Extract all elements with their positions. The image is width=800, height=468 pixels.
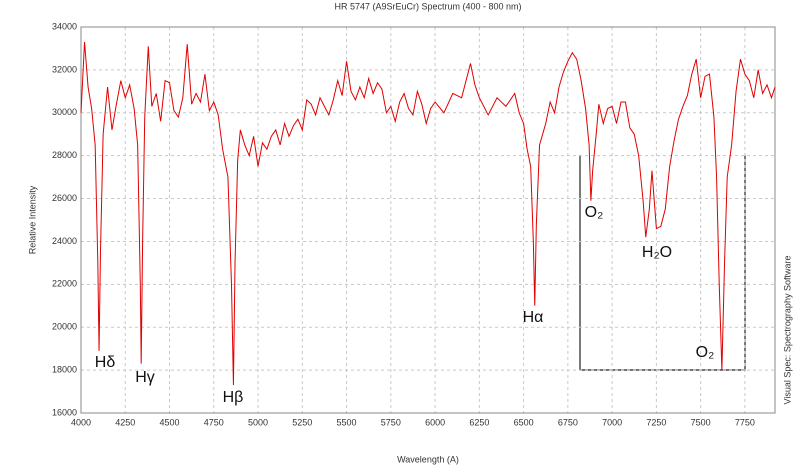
y-tick-label: 20000 [52, 322, 77, 332]
line-annotation: Hβ [223, 389, 244, 406]
y-tick-label: 24000 [52, 236, 77, 246]
x-tick-label: 6500 [514, 417, 534, 427]
x-tick-label: 6250 [469, 417, 489, 427]
x-tick-label: 5500 [337, 417, 357, 427]
y-tick-label: 32000 [52, 64, 77, 74]
x-tick-label: 5250 [292, 417, 312, 427]
bracket-box [579, 155, 746, 371]
x-tick-label: 7500 [691, 417, 711, 427]
x-tick-label: 7250 [646, 417, 666, 427]
chart-title: HR 5747 (A9SrEuCr) Spectrum (400 - 800 n… [334, 1, 521, 11]
plot-frame [80, 26, 776, 414]
x-tick-label: 5750 [381, 417, 401, 427]
x-tick-label: 7000 [602, 417, 622, 427]
spectrum-line [80, 41, 776, 386]
y-tick-label: 30000 [52, 107, 77, 117]
y-tick-label: 22000 [52, 279, 77, 289]
x-tick-label: 5000 [248, 417, 268, 427]
line-annotation: O₂ [696, 344, 715, 361]
y-tick-label: 26000 [52, 193, 77, 203]
y-tick-label: 34000 [52, 21, 77, 31]
x-tick-label: 4750 [204, 417, 224, 427]
y-tick-label: 18000 [52, 364, 77, 374]
x-tick-label: 6750 [558, 417, 578, 427]
line-annotation: O₂ [585, 204, 604, 221]
line-annotation: Hγ [135, 369, 155, 386]
x-tick-label: 4250 [115, 417, 135, 427]
y-tick-label: 16000 [52, 407, 77, 417]
side-note: Visual Spec: Spectrography Software [782, 256, 792, 405]
x-tick-label: 4000 [71, 417, 91, 427]
y-axis-label: Relative Intensity [27, 185, 37, 254]
x-tick-label: 7750 [735, 417, 755, 427]
x-axis-label: Wavelength (A) [397, 454, 459, 464]
x-tick-label: 6000 [425, 417, 445, 427]
line-annotation: H₂O [642, 244, 672, 261]
x-tick-label: 4500 [160, 417, 180, 427]
y-tick-label: 28000 [52, 150, 77, 160]
line-annotation: Hδ [95, 354, 116, 371]
line-annotation: Hα [523, 309, 544, 326]
